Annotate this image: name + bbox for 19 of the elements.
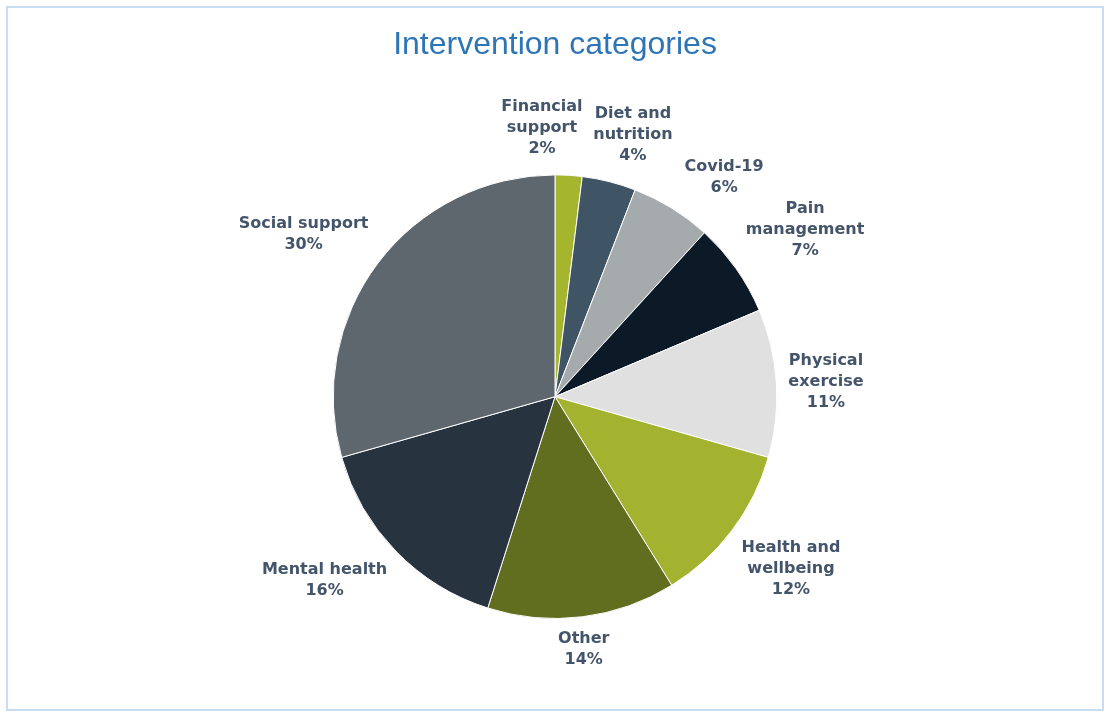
slice-label: Covid-19 — [684, 155, 764, 175]
data-label: 4% — [619, 144, 647, 164]
slice-label: Health and wellbeing — [741, 537, 841, 578]
chart-title: Intervention categories — [393, 25, 717, 62]
slice-label: Social support — [238, 213, 369, 233]
data-label: 14% — [564, 649, 603, 669]
slice-label: Pain management — [745, 198, 865, 239]
data-label: 30% — [284, 234, 323, 254]
data-label: 11% — [806, 392, 846, 412]
slice-label: Diet and nutrition — [593, 102, 673, 143]
data-label: 16% — [305, 580, 344, 600]
data-label: 2% — [528, 138, 556, 157]
data-label: 7% — [791, 240, 819, 260]
slice-label: Other — [558, 628, 610, 648]
slice-label: Mental health — [261, 559, 388, 579]
slice-label: Financial support — [501, 96, 583, 136]
data-label: 12% — [771, 579, 811, 599]
slice-label: Physical exercise — [788, 350, 864, 391]
data-label: 6% — [710, 176, 738, 196]
